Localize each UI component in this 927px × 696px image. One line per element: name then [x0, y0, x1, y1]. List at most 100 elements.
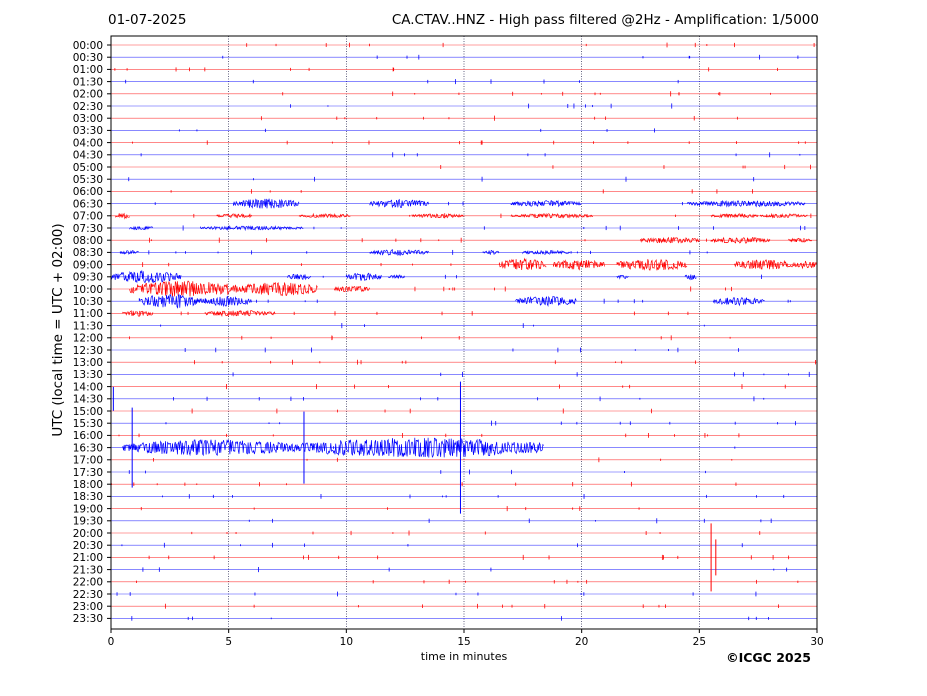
burst-waveform	[200, 225, 304, 232]
y-tick-label: 06:30	[73, 198, 103, 210]
y-tick-label: 18:30	[73, 491, 103, 503]
burst-waveform	[482, 249, 500, 255]
y-tick-label: 18:00	[73, 479, 103, 491]
tick-layer: 0 5 10 15 20 25 30 00:0000:3001:0001:3002:0002:…	[73, 40, 824, 648]
burst-waveform	[616, 274, 629, 280]
burst-waveform	[334, 285, 370, 293]
x-tick-label: 10	[340, 636, 353, 648]
burst-waveform	[129, 225, 154, 231]
burst-waveform	[793, 260, 817, 270]
y-tick-label: 09:00	[73, 259, 103, 271]
y-tick-label: 23:30	[73, 613, 103, 625]
y-tick-label: 12:00	[73, 333, 103, 345]
y-tick-label: 04:00	[73, 137, 103, 149]
burst-waveform	[640, 236, 700, 244]
x-tick-label: 5	[225, 636, 232, 648]
grid-layer	[228, 36, 700, 629]
y-tick-label: 17:30	[73, 467, 103, 479]
burst-waveform	[120, 250, 139, 255]
burst-waveform	[204, 309, 276, 318]
burst-waveform	[345, 272, 382, 281]
burst-waveform	[710, 236, 771, 244]
burst-waveform	[200, 295, 252, 308]
x-axis-label: time in minutes	[420, 650, 508, 663]
y-tick-label: 17:00	[73, 455, 103, 467]
burst-waveform	[287, 273, 311, 281]
copyright-label: ©ICGC 2025	[726, 650, 811, 665]
burst-waveform	[734, 259, 794, 270]
burst-waveform	[411, 213, 464, 219]
burst-waveform	[129, 280, 241, 297]
burst-waveform	[710, 212, 759, 219]
x-tick-label: 30	[810, 636, 823, 648]
y-tick-label: 19:30	[73, 516, 103, 528]
burst-waveform	[216, 213, 253, 219]
y-tick-label: 22:30	[73, 589, 103, 601]
y-tick-label: 10:00	[73, 284, 103, 296]
date-label: 01-07-2025	[108, 12, 187, 28]
burst-waveform	[122, 439, 300, 457]
trace-layer	[111, 44, 817, 619]
y-tick-label: 08:30	[73, 247, 103, 259]
burst-waveform	[510, 199, 582, 208]
burst-waveform	[684, 274, 697, 281]
burst-waveform	[115, 212, 130, 220]
burst-waveform	[498, 257, 547, 271]
y-tick-label: 07:30	[73, 223, 103, 235]
y-tick-label: 01:00	[73, 64, 103, 76]
burst-waveform	[616, 258, 688, 271]
burst-waveform	[369, 248, 429, 257]
plot-frame	[110, 35, 818, 630]
y-tick-label: 10:30	[73, 296, 103, 308]
burst-layer	[110, 42, 817, 621]
burst-waveform	[760, 212, 808, 219]
y-tick-label: 01:30	[73, 76, 103, 88]
y-tick-label: 19:00	[73, 503, 103, 515]
y-tick-label: 02:30	[73, 101, 103, 113]
y-tick-label: 04:30	[73, 150, 103, 162]
y-tick-label: 07:00	[73, 211, 103, 223]
x-tick-label: 25	[693, 636, 706, 648]
y-tick-label: 15:00	[73, 406, 103, 418]
burst-waveform	[369, 198, 430, 209]
y-tick-label: 16:30	[73, 442, 103, 454]
burst-waveform	[788, 237, 812, 243]
y-tick-label: 14:30	[73, 394, 103, 406]
y-tick-label: 13:30	[73, 369, 103, 381]
y-tick-label: 05:30	[73, 174, 103, 186]
burst-waveform	[240, 281, 318, 297]
y-tick-label: 09:30	[73, 272, 103, 284]
y-tick-label: 21:30	[73, 564, 103, 576]
y-tick-label: 11:00	[73, 308, 103, 320]
y-tick-label: 00:30	[73, 52, 103, 64]
burst-waveform	[388, 274, 406, 280]
y-tick-label: 06:00	[73, 186, 103, 198]
burst-waveform	[138, 294, 201, 309]
y-tick-label: 05:00	[73, 162, 103, 174]
y-tick-label: 02:00	[73, 89, 103, 101]
burst-waveform	[687, 199, 806, 208]
y-tick-label: 15:30	[73, 418, 103, 430]
x-tick-label: 20	[575, 636, 588, 648]
y-tick-label: 21:00	[73, 552, 103, 564]
y-tick-label: 03:30	[73, 125, 103, 137]
y-tick-label: 20:00	[73, 528, 103, 540]
burst-waveform	[515, 295, 577, 307]
burst-waveform	[298, 437, 544, 458]
burst-waveform	[110, 269, 182, 284]
y-tick-label: 13:00	[73, 357, 103, 369]
chart-title: CA.CTAV..HNZ - High pass filtered @2Hz -…	[391, 12, 819, 28]
burst-waveform	[122, 310, 154, 317]
x-tick-label: 15	[457, 636, 470, 648]
y-tick-label: 11:30	[73, 320, 103, 332]
y-tick-label: 22:00	[73, 577, 103, 589]
y-tick-label: 12:30	[73, 345, 103, 357]
burst-waveform	[510, 212, 593, 219]
y-tick-label: 23:00	[73, 601, 103, 613]
y-tick-label: 14:00	[73, 381, 103, 393]
burst-waveform	[233, 198, 300, 209]
burst-waveform	[713, 297, 765, 307]
burst-waveform	[522, 249, 570, 255]
y-tick-label: 20:30	[73, 540, 103, 552]
burst-waveform	[298, 212, 351, 219]
